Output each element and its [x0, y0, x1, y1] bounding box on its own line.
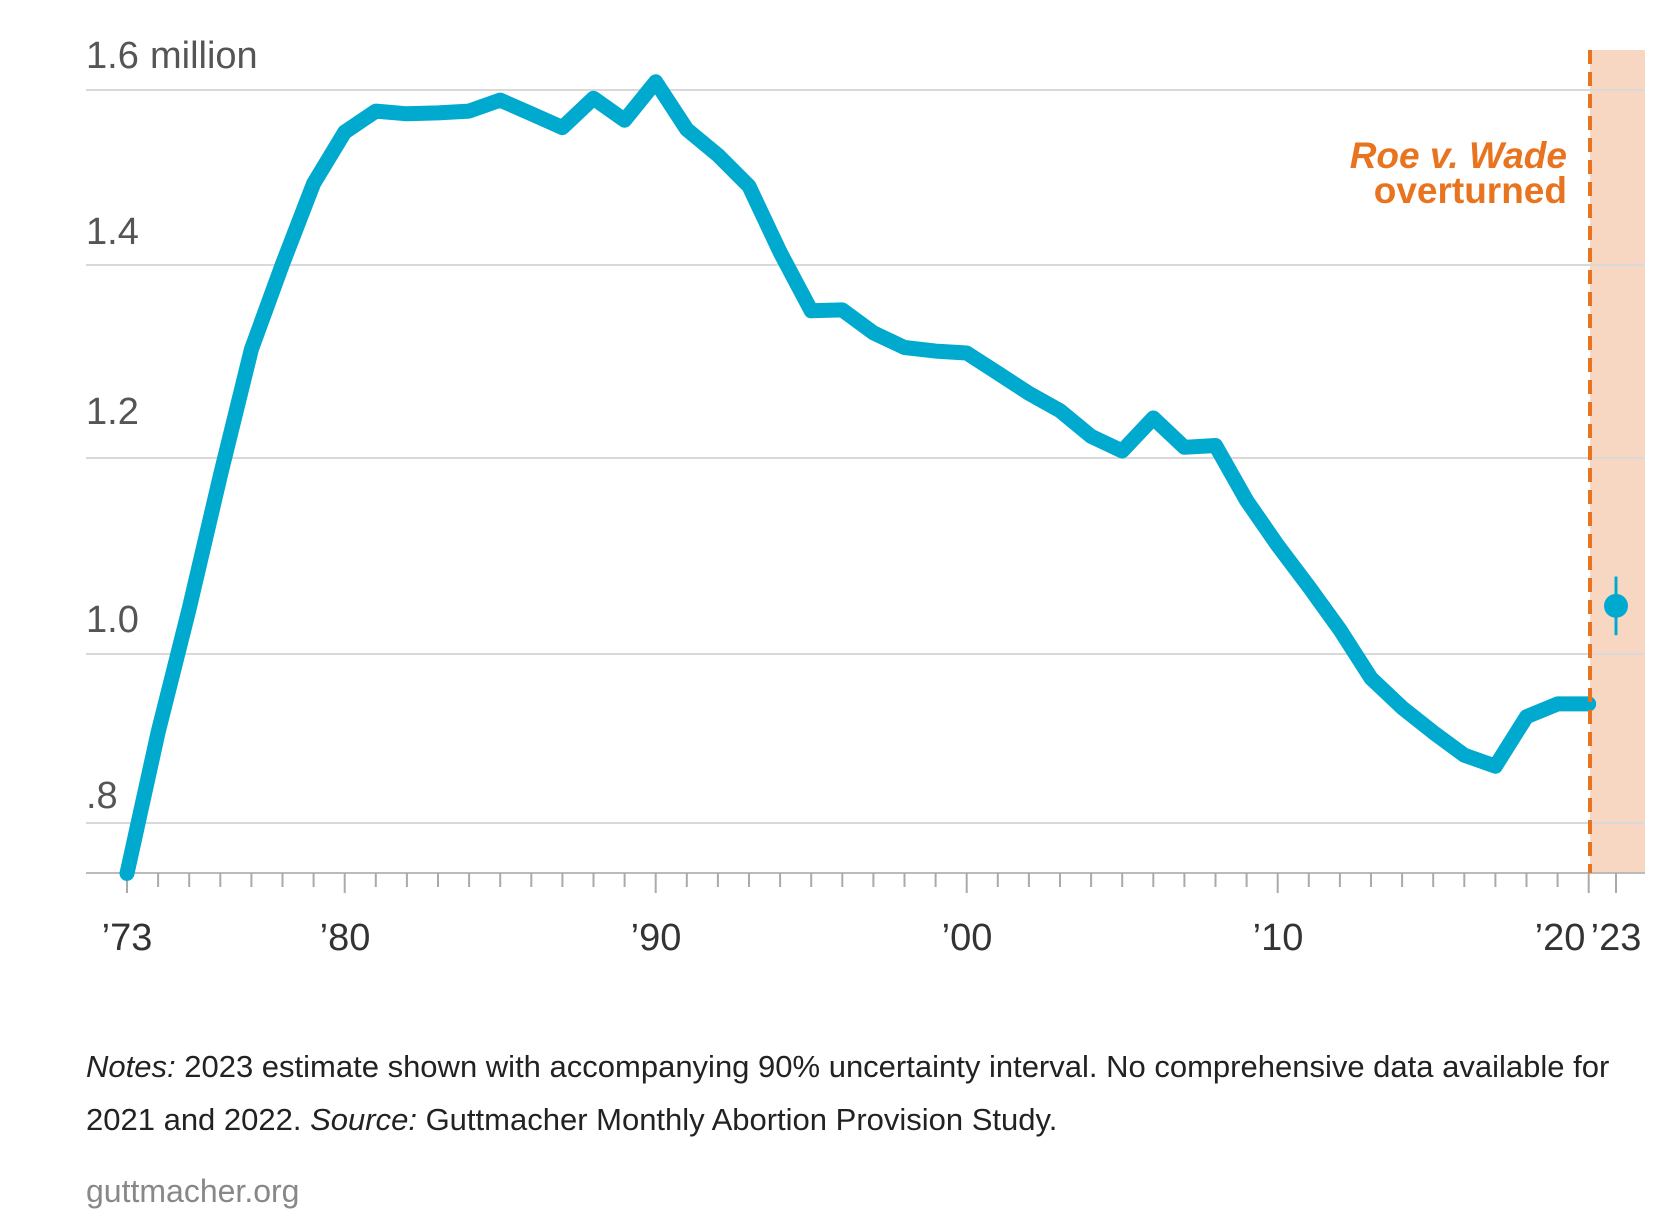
- data-point-2005: [1121, 450, 1123, 452]
- data-point-1979: [313, 182, 315, 184]
- data-point-1987: [561, 127, 563, 129]
- data-point-2007: [1183, 446, 1185, 448]
- notes-label: Notes:: [86, 1049, 176, 1084]
- data-point-1994: [779, 251, 781, 253]
- data-point-1986: [530, 113, 532, 115]
- data-point-2004: [1090, 435, 1092, 437]
- data-point-2000: [966, 352, 968, 354]
- estimate-2023-point: [1604, 593, 1628, 618]
- y-tick-label: 1.2: [86, 391, 139, 433]
- data-point-2011: [1308, 586, 1310, 588]
- source-text: Guttmacher Monthly Abortion Provision St…: [416, 1102, 1058, 1137]
- abortion-trend-chart: 1.6 million 1.4 1.2 1.0 .8 ’73 ’80 ’90 ’…: [86, 35, 1645, 959]
- footer-url: guttmacher.org: [86, 1173, 300, 1209]
- data-point-1982: [406, 113, 408, 115]
- x-axis-labels: ’73 ’80 ’90 ’00 ’10 ’20 ’23: [102, 917, 1642, 959]
- data-point-1993: [748, 185, 750, 187]
- data-point-1983: [437, 112, 439, 114]
- data-point-2016: [1463, 754, 1465, 756]
- data-point-1976: [219, 475, 221, 477]
- data-point-2010: [1277, 544, 1279, 546]
- data-point-1990: [655, 81, 657, 83]
- post-roe-shaded-region: [1590, 50, 1645, 873]
- x-tick-label: ’20: [1535, 917, 1586, 959]
- data-point-1988: [593, 97, 594, 99]
- data-point-1978: [282, 263, 283, 265]
- data-points: [126, 81, 1590, 874]
- abortion-count-line: [119, 74, 1597, 881]
- data-point-1985: [499, 99, 501, 101]
- data-point-2013: [1370, 677, 1372, 679]
- x-tick-label: ’90: [631, 917, 682, 959]
- data-point-1996: [841, 309, 843, 311]
- data-point-1981: [375, 110, 377, 112]
- y-tick-label: 1.6: [86, 35, 139, 77]
- chart-notes: Notes: 2023 estimate shown with accompan…: [86, 1040, 1666, 1146]
- source-label: Source:: [310, 1102, 417, 1137]
- data-point-1992: [717, 154, 719, 156]
- data-point-2017: [1494, 765, 1496, 767]
- x-axis-minor-ticks: [126, 873, 1617, 893]
- x-tick-label: ’80: [320, 917, 371, 959]
- data-point-2019: [1557, 703, 1559, 705]
- gridlines: [86, 89, 1645, 824]
- data-point-2020: [1588, 703, 1590, 705]
- data-point-2008: [1215, 445, 1216, 447]
- y-tick-label: 1.4: [86, 211, 139, 253]
- data-point-2001: [997, 372, 999, 374]
- data-point-2006: [1152, 417, 1154, 419]
- data-point-1975: [188, 608, 190, 610]
- x-tick-label: ’00: [942, 917, 993, 959]
- roe-annotation-subtitle: overturned: [1374, 170, 1567, 211]
- y-tick-label: .8: [86, 775, 118, 817]
- y-tick-label: 1.0: [86, 599, 139, 641]
- data-point-1999: [935, 350, 937, 352]
- data-point-1973: [126, 872, 128, 874]
- data-point-2018: [1526, 716, 1527, 718]
- x-tick-label: ’73: [102, 917, 153, 959]
- data-point-2015: [1432, 731, 1434, 733]
- data-point-1974: [157, 731, 159, 733]
- data-point-2003: [1059, 410, 1061, 412]
- x-tick-label: ’10: [1253, 917, 1304, 959]
- y-axis-unit: million: [150, 35, 258, 77]
- y-axis-labels: 1.6 million 1.4 1.2 1.0 .8: [86, 35, 258, 817]
- data-point-1980: [344, 131, 346, 133]
- data-point-2014: [1401, 707, 1403, 709]
- notes-text: 2023 estimate shown with accompanying 90…: [86, 1049, 1610, 1137]
- data-point-2009: [1246, 499, 1248, 501]
- roe-annotation-title: Roe v. Wade: [1350, 135, 1567, 176]
- data-point-2002: [1028, 392, 1030, 394]
- data-point-1998: [904, 346, 905, 348]
- data-point-1991: [686, 128, 688, 130]
- data-point-1995: [810, 310, 812, 312]
- x-tick-label: ’23: [1591, 917, 1642, 959]
- data-point-1984: [468, 110, 470, 112]
- data-point-2012: [1339, 629, 1341, 631]
- data-point-1989: [624, 119, 626, 121]
- data-point-1997: [872, 332, 874, 334]
- data-point-1977: [250, 348, 252, 350]
